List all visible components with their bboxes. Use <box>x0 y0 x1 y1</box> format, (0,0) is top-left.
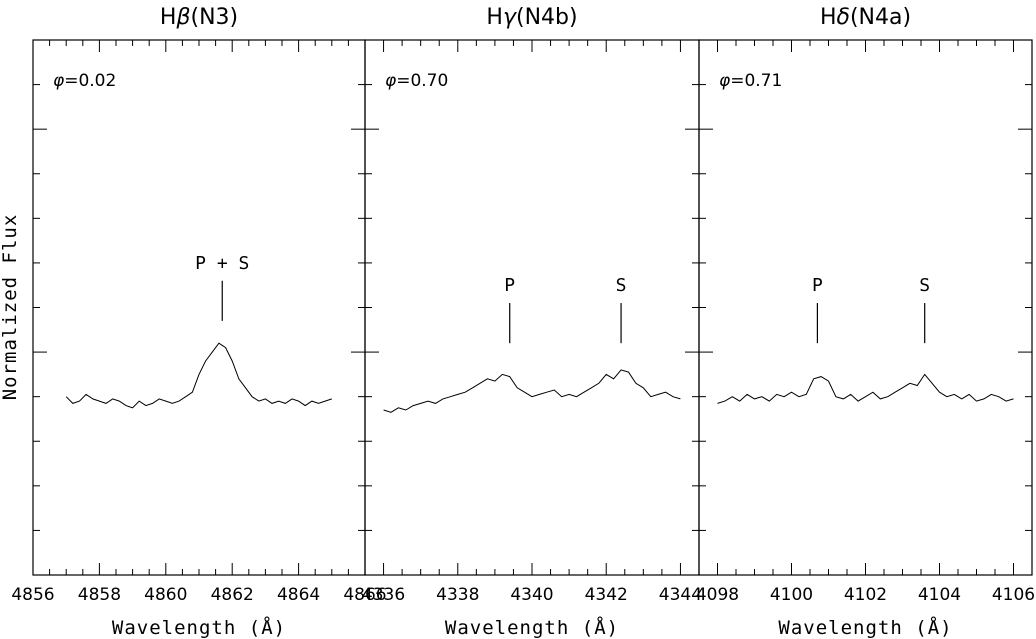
x-axis-label: Wavelength (Å) <box>112 616 286 639</box>
spectrum-line <box>383 369 681 413</box>
panel-frame <box>32 39 366 576</box>
x-tick-label: 4100 <box>770 585 813 605</box>
marker-label: P <box>504 275 515 296</box>
marker-label: S <box>919 275 930 296</box>
x-tick-label: 4098 <box>696 585 739 605</box>
phase-label: φ=0.70 <box>385 71 448 91</box>
x-tick-label: 4342 <box>585 585 628 605</box>
panel-1: 4856 4858 4860 4862 4864 4866 Wavelength (Å) Hβ… <box>11 5 386 639</box>
x-tick-label: 4862 <box>211 585 254 605</box>
marker-label: S <box>616 275 627 296</box>
x-tick-label: 4102 <box>844 585 887 605</box>
x-tick-label: 4858 <box>78 585 121 605</box>
y-axis-label: Normalized Flux <box>0 214 21 401</box>
x-tick-label: 4866 <box>343 585 386 605</box>
phase-label: φ=0.71 <box>719 71 782 91</box>
x-tick-label: 4338 <box>436 585 479 605</box>
x-axis-label: Wavelength (Å) <box>778 616 952 639</box>
panel-2: 4336 4338 4340 4342 4344 Wavelength (Å) Hγ(N4b… <box>362 5 702 639</box>
phase-label: φ=0.02 <box>53 71 116 91</box>
panel-title: Hγ(N4b) <box>486 5 577 30</box>
marker-label: P <box>812 275 823 296</box>
x-tick-label: 4860 <box>144 585 187 605</box>
x-tick-label: 4104 <box>918 585 961 605</box>
marker-label: P + S <box>195 253 249 274</box>
panel-title: Hβ(N3) <box>160 5 238 30</box>
panel-3: 4098 4100 4102 4104 4106 Wavelength (Å) Hδ(N4a… <box>696 5 1035 639</box>
x-axis-label: Wavelength (Å) <box>445 616 619 639</box>
panel-frame <box>698 39 1033 576</box>
x-tick-label: 4336 <box>362 585 405 605</box>
x-tick-label: 4340 <box>510 585 553 605</box>
panel-title: Hδ(N4a) <box>820 5 911 30</box>
x-tick-label: 4864 <box>277 585 320 605</box>
spectrum-line <box>717 373 1014 404</box>
x-tick-label: 4856 <box>11 585 54 605</box>
spectrum-line <box>65 342 332 409</box>
panel-frame <box>364 39 700 576</box>
panels-group: 4856 4858 4860 4862 4864 4866 Wavelength (Å) Hβ… <box>11 5 1035 639</box>
x-tick-label: 4106 <box>992 585 1035 605</box>
x-tick-label: 4344 <box>659 585 702 605</box>
